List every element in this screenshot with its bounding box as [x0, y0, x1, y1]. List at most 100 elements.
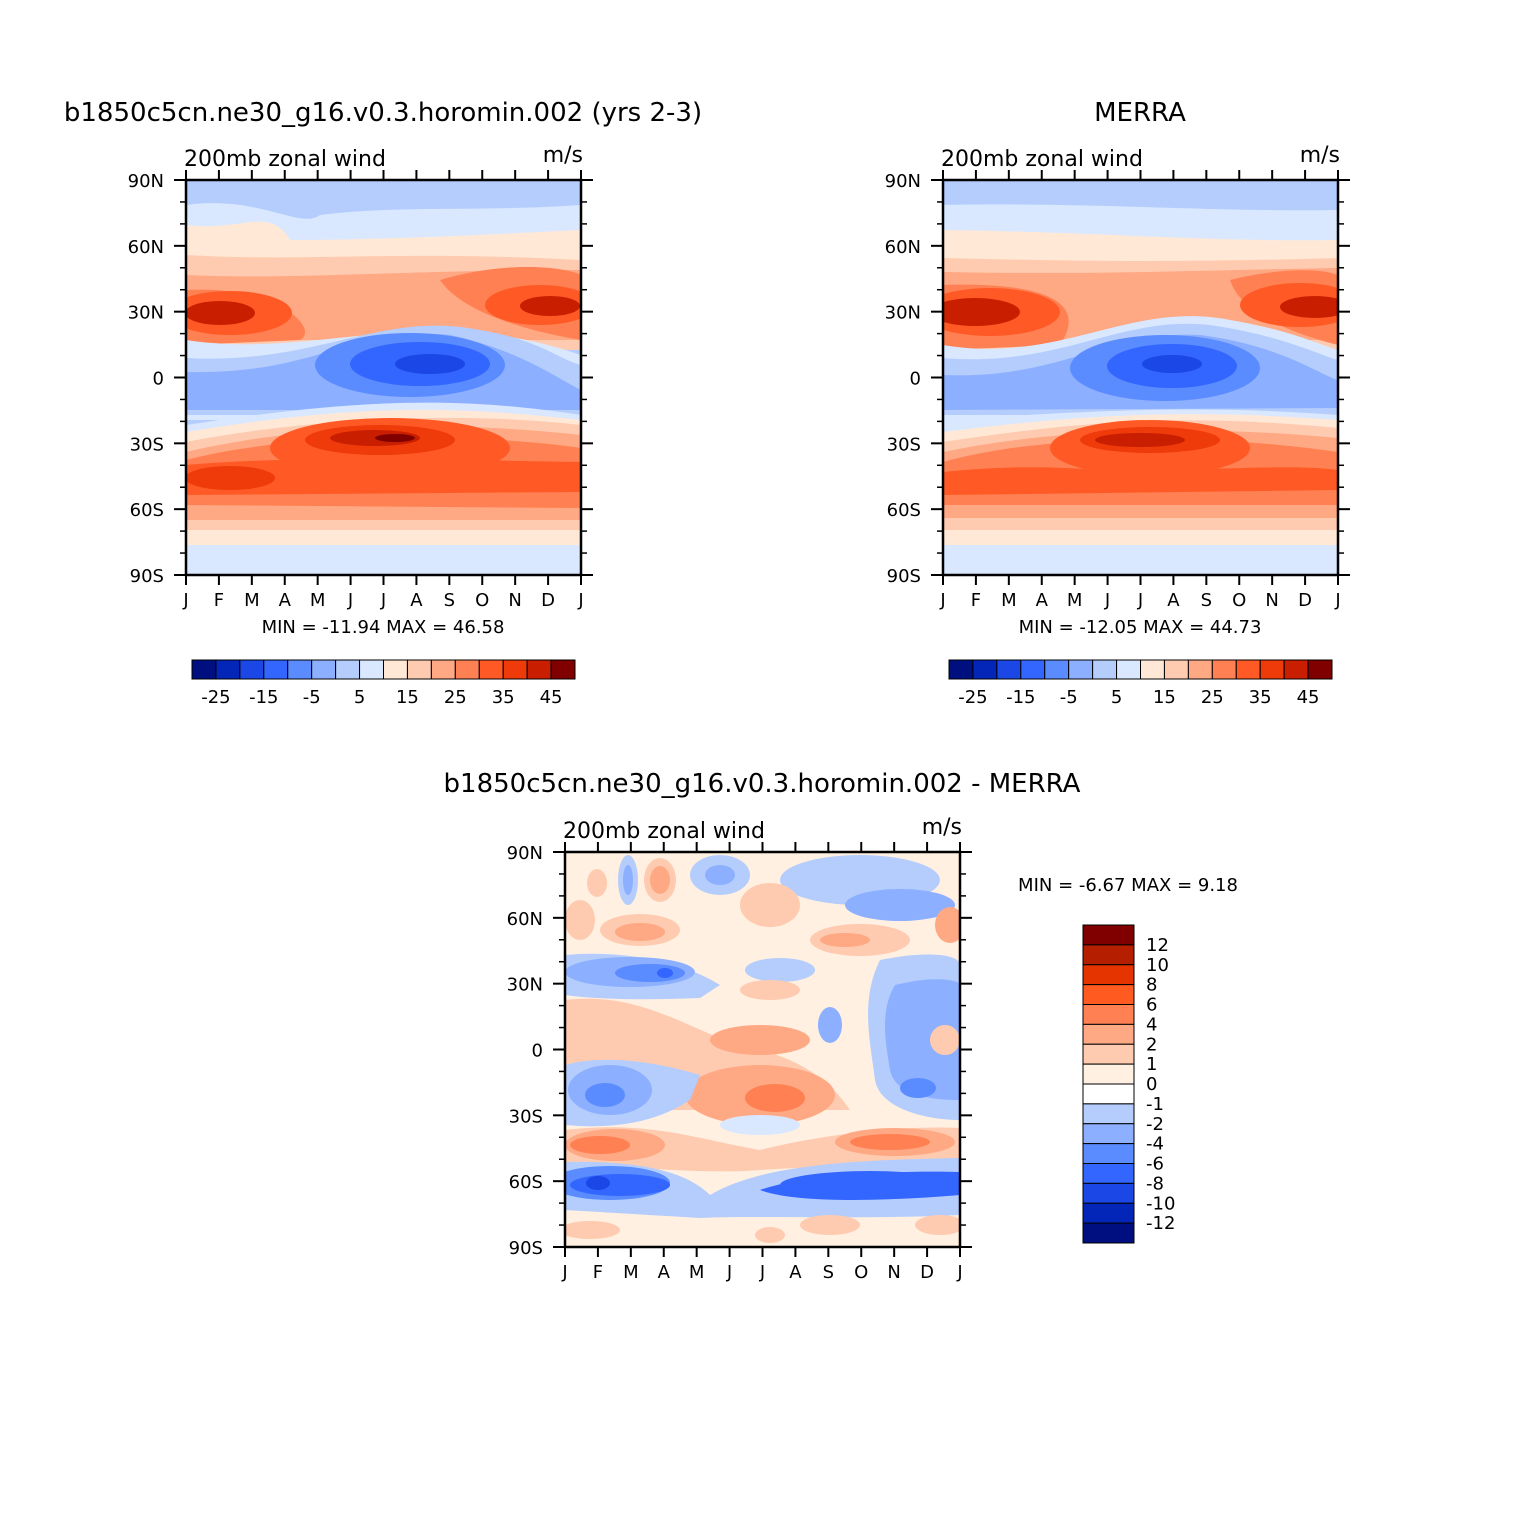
colorbar: -25 -15 -5 5 15 25 35 45	[191, 659, 576, 708]
x-tick-label: D	[1298, 590, 1312, 611]
y-tick-label: 60N	[507, 909, 543, 930]
colorbar-box	[1044, 659, 1070, 680]
x-tick-label: J	[1104, 590, 1110, 611]
colorbar-label: 25	[444, 687, 467, 708]
panel-units: m/s	[922, 815, 962, 840]
colorbar-box	[1092, 659, 1118, 680]
colorbar-label: 35	[1249, 687, 1272, 708]
y-tick-label: 90S	[509, 1238, 543, 1259]
panel-title: b1850c5cn.ne30_g16.v0.3.horomin.002 - ME…	[444, 769, 1081, 799]
x-tick-label: A	[658, 1262, 671, 1283]
contour-field	[186, 180, 581, 575]
x-tick-label: M	[689, 1262, 705, 1283]
panel-subtitle: 200mb zonal wind	[563, 819, 765, 844]
colorbar-box	[1082, 1004, 1135, 1025]
y-tick-label: 60N	[885, 237, 921, 258]
y-tick-label: 60S	[130, 500, 164, 521]
x-tick-label: N	[508, 590, 521, 611]
colorbar-label: 6	[1146, 995, 1157, 1016]
x-tick-label: M	[310, 590, 326, 611]
colorbar-box	[1259, 659, 1285, 680]
colorbar-label: 5	[1111, 687, 1122, 708]
panel-subtitle: 200mb zonal wind	[184, 147, 386, 172]
colorbar-box	[1082, 944, 1135, 966]
colorbar-label: 2	[1146, 1034, 1157, 1055]
y-tick-label: 90N	[885, 171, 921, 192]
colorbar-box	[1082, 1023, 1135, 1045]
colorbar-label: 0	[1146, 1074, 1157, 1095]
y-tick-label: 0	[910, 369, 921, 390]
x-tick-label: J	[380, 590, 386, 611]
y-tick-label: 60S	[887, 500, 921, 521]
panel-merra: MERRA 200mb zonal wind m/s	[885, 98, 1350, 708]
colorbar-label: -6	[1146, 1154, 1164, 1175]
colorbar-label: -5	[303, 687, 321, 708]
x-tick-label: O	[1232, 590, 1246, 611]
colorbar-label: -25	[958, 687, 987, 708]
y-tick-label: 30N	[885, 303, 921, 324]
y-tick-label: 30N	[507, 975, 543, 996]
colorbar-label: 45	[1297, 687, 1320, 708]
x-tick-label: J	[347, 590, 353, 611]
y-tick-label: 60N	[128, 237, 164, 258]
colorbar-label: 15	[396, 687, 419, 708]
colorbar-box	[1307, 659, 1333, 680]
colorbar-box	[1082, 1163, 1135, 1184]
x-tick-label: M	[1067, 590, 1083, 611]
colorbar-box	[191, 659, 217, 680]
colorbar-box	[1082, 984, 1135, 1005]
colorbar-box	[502, 659, 528, 680]
x-tick-label: N	[1265, 590, 1278, 611]
colorbar-box	[1187, 659, 1213, 680]
x-tick-label: D	[541, 590, 555, 611]
panel-title: MERRA	[1094, 98, 1186, 128]
x-tick-label: A	[789, 1262, 802, 1283]
x-tick-label: A	[410, 590, 423, 611]
panel-model: b1850c5cn.ne30_g16.v0.3.horomin.002 (yrs…	[64, 98, 702, 708]
x-tick-label: S	[444, 590, 455, 611]
y-tick-label: 60S	[509, 1172, 543, 1193]
y-tick-label: 0	[153, 369, 164, 390]
x-tick-label: J	[1137, 590, 1143, 611]
colorbar-box	[1140, 659, 1165, 680]
colorbar-box	[996, 659, 1022, 680]
colorbar-label: 35	[492, 687, 515, 708]
x-tick-label: S	[823, 1262, 834, 1283]
colorbar-box	[311, 659, 337, 680]
colorbar-box	[550, 659, 576, 680]
y-tick-label: 30N	[128, 303, 164, 324]
x-tick-label: M	[1001, 590, 1017, 611]
y-tick-label: 90N	[128, 171, 164, 192]
x-tick-label: J	[1334, 590, 1340, 611]
colorbar-box	[383, 659, 408, 680]
x-tick-label: O	[854, 1262, 868, 1283]
colorbar-label: 15	[1153, 687, 1176, 708]
colorbar-box	[454, 659, 480, 680]
colorbar-box	[335, 659, 361, 680]
colorbar-box	[478, 659, 504, 680]
y-tick-label: 0	[532, 1041, 543, 1062]
colorbar-box	[526, 659, 552, 680]
colorbar-box	[1211, 659, 1237, 680]
x-tick-label: J	[939, 590, 945, 611]
x-tick-label: A	[1167, 590, 1180, 611]
minmax-text: MIN = -11.94 MAX = 46.58	[262, 617, 505, 638]
y-tick-label: 30S	[509, 1106, 543, 1127]
colorbar-label: -25	[201, 687, 230, 708]
x-tick-label: O	[475, 590, 489, 611]
colorbar-box	[948, 659, 974, 680]
panel-units: m/s	[543, 143, 583, 168]
x-tick-label: A	[279, 590, 292, 611]
y-tick-label: 30S	[130, 434, 164, 455]
colorbar-box	[1082, 1043, 1135, 1065]
x-tick-label: D	[920, 1262, 934, 1283]
x-tick-label: J	[726, 1262, 732, 1283]
colorbar-box	[1082, 1103, 1135, 1125]
x-tick-label: M	[623, 1262, 639, 1283]
x-tick-label: J	[561, 1262, 567, 1283]
colorbar-label: -10	[1146, 1193, 1175, 1214]
x-tick-label: J	[182, 590, 188, 611]
colorbar-label: 5	[354, 687, 365, 708]
